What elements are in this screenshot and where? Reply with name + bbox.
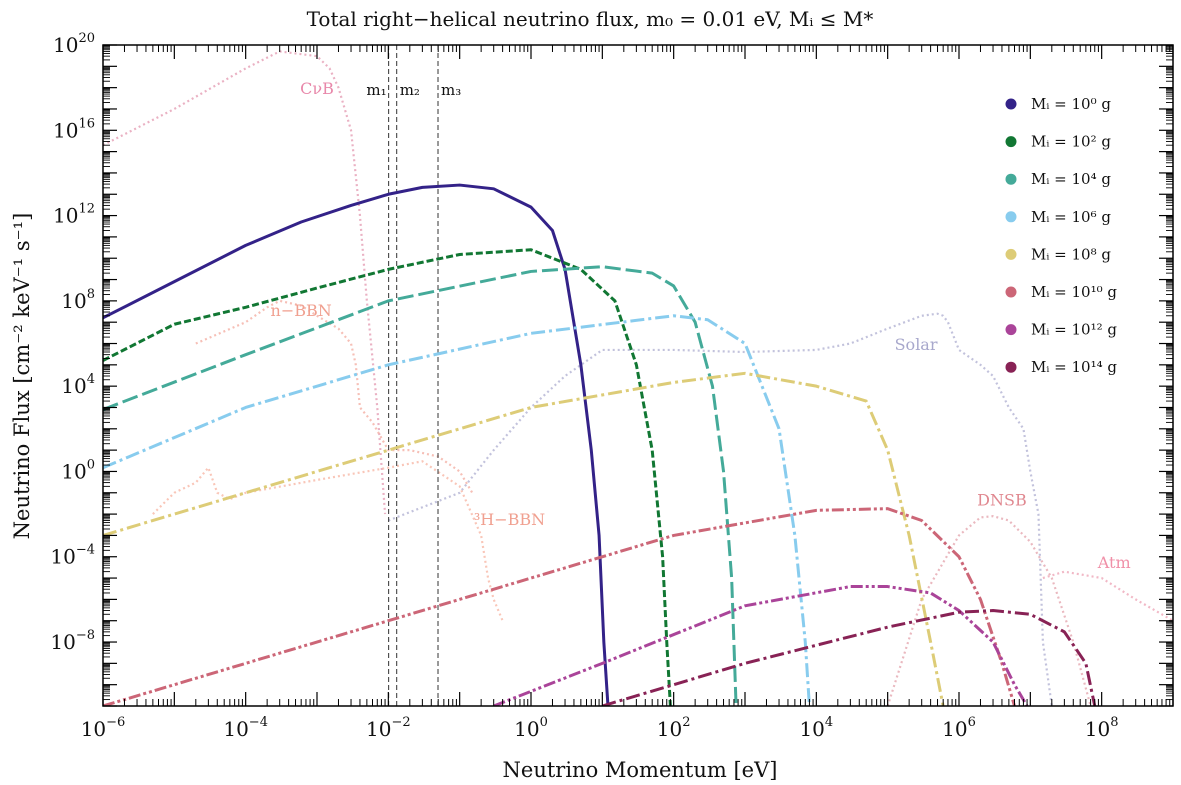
background-line-3 <box>387 312 1053 706</box>
y-tick-label-7: 10−8 <box>50 628 95 654</box>
x-tick-label-0: 10−6 <box>81 715 126 741</box>
legend-marker-4 <box>1005 248 1017 260</box>
background-layer <box>103 50 1173 706</box>
annotation-0: CνB <box>300 79 334 98</box>
series-line-6 <box>493 585 1029 706</box>
series-line-3 <box>103 314 811 706</box>
x-tick-label-7: 108 <box>1085 715 1119 741</box>
legend: Mᵢ = 10⁰ g Mᵢ = 10² g Mᵢ = 10⁴ g Mᵢ = 10⁶ g… <box>1005 95 1117 376</box>
y-tick-label-2: 1012 <box>53 202 95 228</box>
legend-entry-1: Mᵢ = 10² g <box>1031 133 1111 151</box>
mass-label-2: m₂ <box>400 81 420 99</box>
series-line-4 <box>103 371 945 706</box>
legend-entry-5: Mᵢ = 10¹⁰ g <box>1031 283 1117 301</box>
legend-marker-1 <box>1005 136 1017 148</box>
legend-entry-2: Mᵢ = 10⁴ g <box>1031 170 1111 188</box>
series-line-2 <box>103 265 738 706</box>
x-tick-label-5: 104 <box>799 715 833 741</box>
annotation-1: n−BBN <box>271 301 332 320</box>
annotation-2: ³H−BBN <box>474 510 545 529</box>
x-tick-label-4: 102 <box>657 715 691 741</box>
legend-entry-6: Mᵢ = 10¹² g <box>1031 321 1117 339</box>
legend-marker-2 <box>1005 173 1017 185</box>
chart-title: Total right−helical neutrino flux, m₀ = … <box>307 7 874 31</box>
x-tick-label-6: 106 <box>942 715 976 741</box>
series-line-5 <box>103 507 1016 706</box>
legend-marker-3 <box>1005 211 1017 223</box>
annotation-5: Atm <box>1097 553 1131 572</box>
mass-label-3: m₃ <box>441 81 461 99</box>
background-line-5 <box>1042 570 1173 622</box>
background-line-0 <box>103 50 387 515</box>
annotation-4: DNSB <box>977 491 1027 510</box>
mass-label-1: m₁ <box>366 81 386 99</box>
series-line-1 <box>103 248 672 706</box>
annotation-3: Solar <box>895 335 938 354</box>
y-tick-label-5: 100 <box>61 457 95 483</box>
series-line-7 <box>601 609 1097 706</box>
x-tick-label-1: 10−4 <box>223 715 268 741</box>
series-layer <box>103 183 1097 706</box>
legend-entry-0: Mᵢ = 10⁰ g <box>1031 95 1111 113</box>
legend-marker-0 <box>1005 98 1017 110</box>
plot-frame <box>102 44 1174 707</box>
mass-line-layer: m₁ m₂ m₃ <box>366 45 461 706</box>
y-tick-label-1: 1016 <box>53 116 95 142</box>
legend-marker-6 <box>1005 324 1017 336</box>
background-line-1 <box>195 299 474 494</box>
x-axis-label: Neutrino Momentum [eV] <box>503 758 778 782</box>
background-line-4 <box>886 515 1092 706</box>
axes-layer: 10−6 10−4 10−2 100 102 104 106 108 1020 1016 1012 1… <box>50 31 1174 741</box>
legend-entry-7: Mᵢ = 10¹⁴ g <box>1031 358 1117 376</box>
x-tick-label-2: 10−2 <box>366 715 411 741</box>
annotation-layer: CνB n−BBN ³H−BBN Solar DNSB Atm <box>271 79 1131 572</box>
legend-marker-7 <box>1005 361 1017 373</box>
x-tick-label-3: 100 <box>514 715 548 741</box>
series-line-0 <box>103 183 610 706</box>
legend-entry-3: Mᵢ = 10⁶ g <box>1031 208 1111 226</box>
y-tick-label-4: 104 <box>61 372 95 398</box>
y-axis-label: Neutrino Flux [cm⁻² keV⁻¹ s⁻¹] <box>10 213 34 540</box>
y-tick-label-6: 10−4 <box>50 543 95 569</box>
background-line-2 <box>152 460 504 622</box>
legend-entry-4: Mᵢ = 10⁸ g <box>1031 245 1111 263</box>
legend-marker-5 <box>1005 286 1017 298</box>
y-tick-label-3: 108 <box>61 287 95 313</box>
y-tick-label-0: 1020 <box>53 31 95 57</box>
